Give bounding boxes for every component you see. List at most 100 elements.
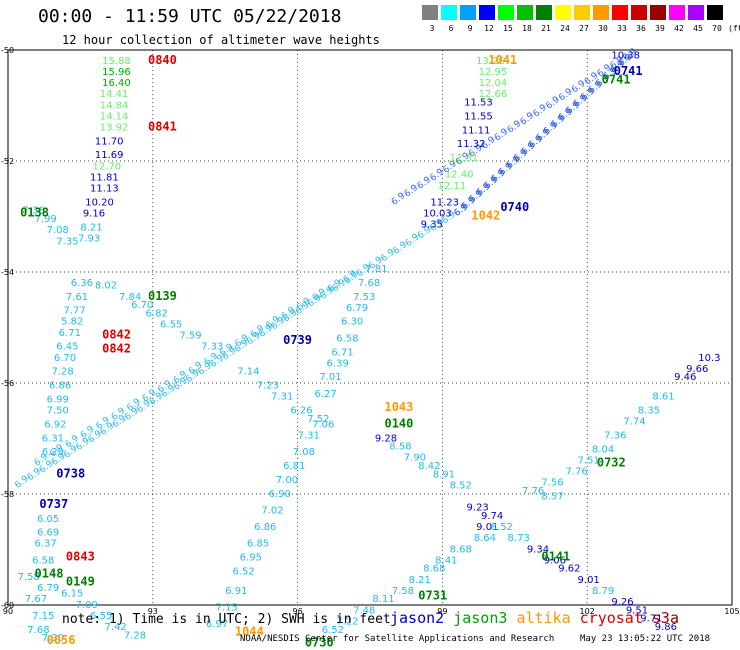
x-tick-label: 90 — [3, 607, 13, 616]
x-tick-label: 105 — [724, 607, 739, 616]
generation-timestamp: May 23 13:05:22 UTC 2018 — [580, 634, 711, 644]
scale-label: 6 — [448, 24, 454, 33]
wave-height-value: 6.70 — [131, 300, 153, 311]
pass-time-label: 0730 — [305, 636, 334, 650]
wave-height-value: 8.52 — [450, 480, 472, 491]
wave-height-value: 7.81 — [365, 264, 387, 275]
scale-swatch — [536, 5, 552, 20]
page-subtitle: 12 hour collection of altimeter wave hei… — [62, 33, 380, 47]
wave-height-value: 7.76 — [565, 467, 587, 478]
wave-height-value: 10.20 — [85, 197, 114, 208]
wave-height-value: 6.37 — [35, 539, 57, 550]
wave-height-value: 7.33 — [201, 342, 223, 353]
scale-swatch — [441, 5, 457, 20]
pass-time-label: 0732 — [597, 455, 626, 469]
wave-height-value: 7.68 — [27, 625, 49, 636]
pass-time-label: 0737 — [39, 497, 68, 511]
wave-height-value: 8.41 — [435, 555, 457, 566]
wave-height-value: 6.69 — [37, 528, 59, 539]
pass-time-label: 0843 — [66, 550, 95, 564]
wave-height-value: 7.52 — [307, 414, 329, 425]
wave-height-value: 8.42 — [418, 461, 440, 472]
wave-height-value: 7.76 — [522, 486, 544, 497]
scale-label: 70 — [712, 24, 722, 33]
pass-time-label: 0840 — [148, 53, 177, 67]
wave-height-value: 8.11 — [372, 594, 394, 605]
wave-height-value: 6.90 — [269, 489, 291, 500]
scale-swatch — [593, 5, 609, 20]
page-title: 00:00 - 11:59 UTC 05/22/2018 — [38, 6, 342, 27]
wave-height-value: 7.30 — [42, 633, 64, 644]
wave-height-value: 11.55 — [464, 111, 493, 122]
pass-time-label: 0138 — [20, 206, 49, 220]
y-tick-label: -52 — [1, 157, 14, 166]
wave-height-value: 9.06 — [544, 555, 566, 566]
wave-height-value: 7.58 — [18, 572, 40, 583]
pass-time-label: 0741 — [602, 72, 631, 86]
wave-height-value: 9.01 — [578, 575, 600, 586]
scale-swatch — [669, 5, 685, 20]
legend-s3a: s3a — [651, 609, 679, 627]
legend-cryosat: cryosat — [579, 609, 652, 627]
wave-height-value: 6.05 — [37, 514, 59, 525]
wave-height-value: 9.28 — [375, 433, 397, 444]
wave-height-value: 6.81 — [283, 461, 305, 472]
scale-label: 15 — [503, 24, 513, 33]
wave-height-value: 6.86 — [254, 522, 276, 533]
wave-height-value: 11.32 — [457, 139, 486, 150]
wave-height-value: 11.81 — [90, 172, 119, 183]
wave-height-value: 15.96 — [102, 67, 131, 78]
wave-height-value: 8.35 — [638, 406, 660, 417]
wave-height-value: 7.22 — [336, 616, 358, 627]
wave-height-value: 9.62 — [558, 564, 580, 575]
wave-height-value: 6.70 — [54, 353, 76, 364]
scale-label: 9 — [467, 24, 473, 33]
wave-height-value: 8.57 — [541, 492, 563, 503]
wave-height-value: 7.42 — [105, 622, 127, 633]
wave-height-value: 7.93 — [78, 233, 100, 244]
wave-height-value: 9.46 — [674, 372, 696, 383]
pass-time-label: 1042 — [471, 208, 500, 222]
wave-height-value: 8.21 — [409, 575, 431, 586]
wave-height-value: 6.92 — [44, 419, 66, 430]
scale-label: 18 — [522, 24, 532, 33]
wave-height-value: 6.31 — [42, 433, 64, 444]
scale-unit: (ft) — [728, 24, 740, 33]
wave-height-value: 15.88 — [102, 56, 131, 67]
legend-jason3: jason3 — [453, 609, 517, 627]
wave-height-value: 12.66 — [479, 89, 508, 100]
wave-height-value: 8.64 — [474, 533, 496, 544]
scale-label: 30 — [598, 24, 608, 33]
wave-height-value: 6.71 — [59, 328, 81, 339]
wave-height-value: 7.01 — [319, 372, 341, 383]
wave-height-value: 9.51 — [626, 605, 648, 616]
pass-time-label: 0148 — [35, 566, 64, 580]
wave-height-value: 7.28 — [51, 367, 73, 378]
x-tick-label: 102 — [580, 607, 595, 616]
wave-height-value: 7.08 — [47, 225, 69, 236]
wave-height-value: 7.51 — [578, 455, 600, 466]
wave-height-value: 6.79 — [346, 303, 368, 314]
wave-height-value: 6.86 — [49, 381, 71, 392]
wave-height-value: 11.13 — [90, 184, 119, 195]
wave-height-value: 6.30 — [341, 317, 363, 328]
wave-height-value: 11.23 — [430, 197, 459, 208]
pass-time-label: 0141 — [541, 550, 570, 564]
wave-height-value: 6.29 — [42, 447, 64, 458]
scale-label: 36 — [636, 24, 646, 33]
wave-height-value: 7.14 — [237, 367, 259, 378]
wave-height-value: 8.73 — [508, 533, 530, 544]
pass-time-label: 1043 — [384, 400, 413, 414]
wave-height-value: 8.52 — [491, 522, 513, 533]
pass-time-label: 1041 — [488, 53, 517, 67]
wave-height-value: 7.35 — [56, 236, 78, 247]
wave-height-value: 16.40 — [102, 78, 131, 89]
wave-height-value: 7.00 — [276, 475, 298, 486]
scale-swatch — [688, 5, 704, 20]
scale-swatch — [460, 5, 476, 20]
wave-height-value: 12.31 — [450, 153, 479, 164]
footer-note: note: 1) Time is in UTC; 2) SWH is in fe… — [62, 612, 391, 627]
pass-time-label: 0740 — [500, 200, 529, 214]
legend-altika: altika — [516, 609, 580, 627]
